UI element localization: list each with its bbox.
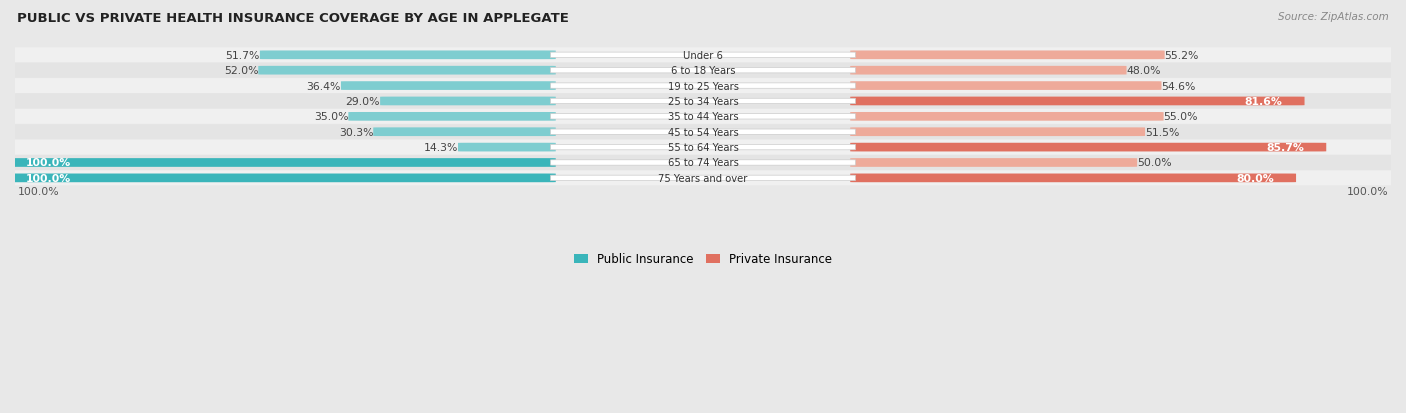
FancyBboxPatch shape (551, 84, 855, 89)
FancyBboxPatch shape (11, 140, 1395, 155)
Text: 35.0%: 35.0% (314, 112, 349, 122)
FancyBboxPatch shape (851, 143, 1326, 152)
Text: 48.0%: 48.0% (1126, 66, 1161, 76)
Text: 54.6%: 54.6% (1161, 81, 1197, 91)
FancyBboxPatch shape (340, 82, 555, 91)
Text: 50.0%: 50.0% (1137, 158, 1171, 168)
Text: 45 to 54 Years: 45 to 54 Years (668, 128, 738, 138)
Text: 100.0%: 100.0% (1347, 186, 1388, 196)
Legend: Public Insurance, Private Insurance: Public Insurance, Private Insurance (574, 253, 832, 266)
Text: 51.7%: 51.7% (225, 51, 260, 61)
Text: 55.0%: 55.0% (1164, 112, 1198, 122)
FancyBboxPatch shape (851, 51, 1164, 60)
FancyBboxPatch shape (11, 79, 1395, 94)
FancyBboxPatch shape (349, 113, 555, 121)
FancyBboxPatch shape (259, 66, 555, 75)
Text: 36.4%: 36.4% (307, 81, 340, 91)
Text: 52.0%: 52.0% (224, 66, 259, 76)
Text: 100.0%: 100.0% (25, 158, 72, 168)
FancyBboxPatch shape (551, 68, 855, 74)
Text: 100.0%: 100.0% (25, 173, 72, 183)
FancyBboxPatch shape (11, 48, 1395, 63)
FancyBboxPatch shape (851, 128, 1144, 137)
FancyBboxPatch shape (851, 97, 1305, 106)
Text: 25 to 34 Years: 25 to 34 Years (668, 97, 738, 107)
FancyBboxPatch shape (851, 174, 1296, 183)
FancyBboxPatch shape (11, 64, 1395, 78)
FancyBboxPatch shape (4, 174, 555, 183)
FancyBboxPatch shape (551, 114, 855, 120)
Text: 6 to 18 Years: 6 to 18 Years (671, 66, 735, 76)
FancyBboxPatch shape (11, 156, 1395, 171)
Text: 19 to 25 Years: 19 to 25 Years (668, 81, 738, 91)
Text: 30.3%: 30.3% (339, 128, 373, 138)
Text: 75 Years and over: 75 Years and over (658, 173, 748, 183)
Text: PUBLIC VS PRIVATE HEALTH INSURANCE COVERAGE BY AGE IN APPLEGATE: PUBLIC VS PRIVATE HEALTH INSURANCE COVER… (17, 12, 569, 25)
Text: 51.5%: 51.5% (1144, 128, 1180, 138)
FancyBboxPatch shape (11, 171, 1395, 186)
FancyBboxPatch shape (380, 97, 555, 106)
Text: 80.0%: 80.0% (1236, 173, 1274, 183)
Text: 65 to 74 Years: 65 to 74 Years (668, 158, 738, 168)
Text: Source: ZipAtlas.com: Source: ZipAtlas.com (1278, 12, 1389, 22)
FancyBboxPatch shape (851, 66, 1126, 75)
Text: 35 to 44 Years: 35 to 44 Years (668, 112, 738, 122)
FancyBboxPatch shape (373, 128, 555, 137)
FancyBboxPatch shape (11, 109, 1395, 124)
Text: 14.3%: 14.3% (423, 143, 458, 153)
FancyBboxPatch shape (458, 143, 555, 152)
FancyBboxPatch shape (551, 160, 855, 166)
Text: 55 to 64 Years: 55 to 64 Years (668, 143, 738, 153)
Text: 100.0%: 100.0% (18, 186, 59, 196)
Text: 55.2%: 55.2% (1164, 51, 1199, 61)
Text: Under 6: Under 6 (683, 51, 723, 61)
FancyBboxPatch shape (551, 130, 855, 135)
Text: 29.0%: 29.0% (346, 97, 380, 107)
FancyBboxPatch shape (551, 99, 855, 104)
FancyBboxPatch shape (4, 159, 555, 167)
FancyBboxPatch shape (551, 145, 855, 150)
FancyBboxPatch shape (11, 94, 1395, 109)
FancyBboxPatch shape (551, 176, 855, 181)
Text: 85.7%: 85.7% (1267, 143, 1305, 153)
Text: 81.6%: 81.6% (1244, 97, 1282, 107)
FancyBboxPatch shape (551, 53, 855, 58)
FancyBboxPatch shape (851, 159, 1137, 167)
FancyBboxPatch shape (11, 125, 1395, 140)
FancyBboxPatch shape (260, 51, 555, 60)
FancyBboxPatch shape (851, 113, 1164, 121)
FancyBboxPatch shape (851, 82, 1161, 91)
